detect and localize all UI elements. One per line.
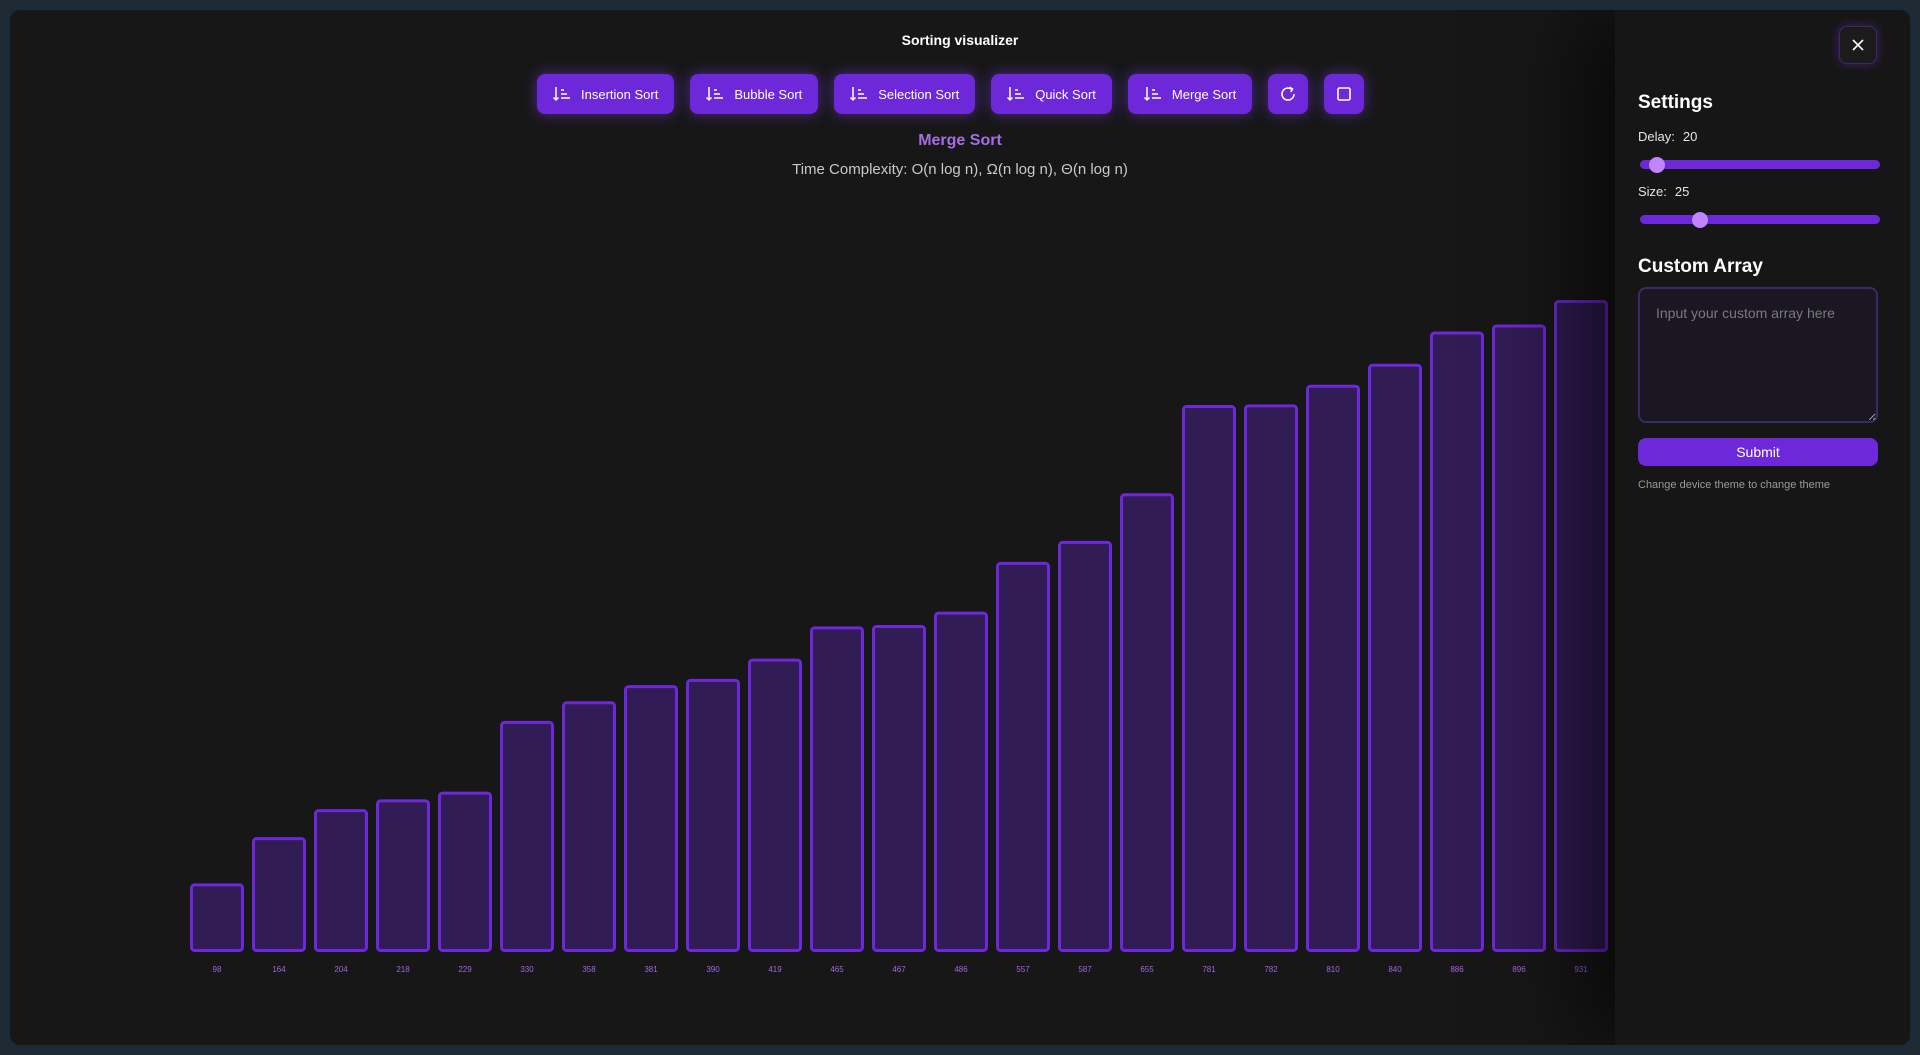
- delay-label: Delay:: [1638, 129, 1675, 144]
- bar-value-label-21: 896: [1512, 965, 1526, 974]
- sort-ascending-icon: [553, 87, 570, 102]
- bar-value-label-4: 229: [458, 965, 472, 974]
- bar-21: [1492, 324, 1546, 952]
- app-title: Sorting visualizer: [901, 32, 1019, 48]
- sort-ascending-icon: [850, 87, 868, 102]
- bar-value-label-14: 587: [1078, 965, 1092, 974]
- bar-17: [1244, 404, 1298, 952]
- size-slider-thumb[interactable]: [1691, 212, 1708, 228]
- insertion-sort-button[interactable]: Insertion Sort: [537, 74, 675, 114]
- bar-value-label-6: 358: [582, 965, 596, 974]
- square-icon: [1337, 87, 1352, 101]
- bar-value-label-1: 164: [272, 965, 286, 974]
- bar-value-label-8: 390: [706, 965, 720, 974]
- quick-sort-label: Quick Sort: [1035, 86, 1096, 102]
- size-label: Size:: [1638, 184, 1667, 199]
- delay-value: 20: [1682, 129, 1698, 144]
- submit-button[interactable]: Submit: [1638, 438, 1878, 466]
- bar-value-label-2: 204: [334, 965, 348, 974]
- delay-label-row: Delay: 20: [1638, 129, 1697, 144]
- custom-array-title: Custom Array: [1638, 256, 1763, 277]
- bar-value-label-13: 557: [1016, 965, 1030, 974]
- sort-ascending-icon: [1007, 87, 1025, 102]
- bar-value-label-20: 886: [1450, 965, 1464, 974]
- bar-9: [748, 658, 802, 953]
- size-label-row: Size: 25: [1638, 184, 1689, 199]
- bar-8: [686, 678, 740, 952]
- bubble-sort-label: Bubble Sort: [734, 86, 803, 102]
- selection-sort-label: Selection Sort: [878, 86, 960, 102]
- delay-slider[interactable]: [1640, 157, 1880, 173]
- sort-ascending-icon: [1143, 87, 1161, 102]
- reset-button[interactable]: [1268, 74, 1309, 114]
- bar-11: [872, 624, 926, 952]
- stop-button[interactable]: [1324, 74, 1365, 114]
- bar-4: [438, 791, 492, 953]
- bar-value-label-16: 781: [1202, 965, 1216, 974]
- merge-sort-label: Merge Sort: [1171, 86, 1237, 102]
- bar-7: [624, 685, 678, 953]
- bar-value-label-15: 655: [1140, 965, 1154, 974]
- bar-6: [562, 701, 616, 953]
- bar-2: [314, 809, 368, 953]
- array-bar-chart: 98 164 204 218 229 330 358 381 390 419 465 467 486 55…: [190, 300, 1608, 974]
- bar-18: [1306, 384, 1360, 952]
- bar-0: [190, 883, 244, 952]
- bar-19: [1368, 363, 1422, 952]
- bar-value-label-0: 98: [213, 965, 222, 974]
- size-slider[interactable]: [1640, 212, 1880, 228]
- current-algorithm-title: Merge Sort: [918, 132, 1002, 149]
- bar-value-label-12: 486: [954, 965, 968, 974]
- bar-5: [500, 720, 554, 953]
- bar-value-label-10: 465: [830, 965, 844, 974]
- bar-14: [1058, 540, 1112, 952]
- bar-16: [1182, 405, 1236, 952]
- refresh-icon: [1281, 86, 1296, 101]
- merge-sort-button[interactable]: Merge Sort: [1127, 74, 1253, 114]
- sort-ascending-icon: [706, 87, 724, 102]
- bar-value-label-22: 931: [1574, 965, 1588, 974]
- app-window: Sorting visualizer Insertion Sort Bubble…: [10, 10, 1910, 1045]
- bar-12: [934, 611, 988, 952]
- custom-array-input[interactable]: [1638, 287, 1878, 423]
- bar-value-label-7: 381: [644, 965, 658, 974]
- insertion-sort-label: Insertion Sort: [581, 86, 659, 102]
- settings-sidebar: [1615, 10, 1910, 1045]
- theme-hint-text: Change device theme to change theme: [1638, 479, 1831, 491]
- bar-1: [252, 837, 306, 952]
- close-button[interactable]: [1839, 26, 1877, 64]
- bar-13: [996, 561, 1050, 953]
- bar-15: [1120, 493, 1174, 952]
- bar-value-label-11: 467: [892, 965, 906, 974]
- bar-value-label-18: 810: [1326, 965, 1340, 974]
- size-value: 25: [1674, 184, 1690, 199]
- bar-value-label-3: 218: [396, 965, 410, 974]
- bubble-sort-button[interactable]: Bubble Sort: [690, 74, 819, 114]
- bar-value-label-19: 840: [1388, 965, 1402, 974]
- time-complexity-text: Time Complexity: O(n log n), Ω(n log n),…: [792, 161, 1128, 178]
- selection-sort-button[interactable]: Selection Sort: [834, 74, 976, 114]
- delay-slider-thumb[interactable]: [1648, 157, 1665, 173]
- settings-title: Settings: [1638, 92, 1713, 113]
- bar-value-label-17: 782: [1264, 965, 1278, 974]
- bar-3: [376, 799, 430, 953]
- quick-sort-button[interactable]: Quick Sort: [991, 74, 1112, 114]
- bar-22: [1554, 300, 1608, 952]
- bar-20: [1430, 331, 1484, 952]
- bar-value-label-9: 419: [768, 965, 782, 974]
- close-icon: [1852, 39, 1864, 51]
- bar-10: [810, 626, 864, 952]
- bar-value-label-5: 330: [520, 965, 534, 974]
